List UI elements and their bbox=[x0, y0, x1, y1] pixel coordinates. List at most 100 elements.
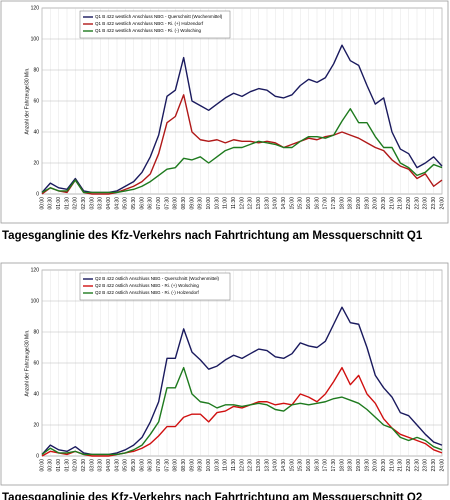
x-tick-label: 07:30 bbox=[164, 197, 170, 210]
legend-label: Q2 B 422 östlich Anschluss NBG - Ri. (+)… bbox=[95, 283, 199, 288]
x-tick-label: 06:00 bbox=[139, 459, 145, 472]
x-tick-label: 13:30 bbox=[264, 459, 270, 472]
x-tick-label: 15:00 bbox=[289, 459, 295, 472]
x-tick-label: 20:30 bbox=[381, 459, 387, 472]
x-tick-label: 10:30 bbox=[214, 459, 220, 472]
x-tick-label: 00:30 bbox=[48, 459, 54, 472]
x-tick-label: 01:00 bbox=[56, 459, 62, 472]
x-tick-label: 13:00 bbox=[256, 197, 262, 210]
legend-label: Q1 B 422 westlich Anschluss NBG - Quersc… bbox=[95, 14, 223, 19]
x-tick-label: 10:00 bbox=[206, 459, 212, 472]
x-tick-label: 10:30 bbox=[214, 197, 220, 210]
legend-label: Q1 B 422 westlich Anschluss NBG - Ri. (+… bbox=[95, 21, 204, 26]
x-tick-label: 18:00 bbox=[339, 459, 345, 472]
x-tick-label: 02:30 bbox=[81, 197, 87, 210]
x-tick-label: 09:00 bbox=[189, 459, 195, 472]
x-tick-label: 16:30 bbox=[314, 197, 320, 210]
y-tick-label: 120 bbox=[31, 5, 40, 11]
x-tick-label: 16:00 bbox=[306, 459, 312, 472]
x-tick-label: 22:00 bbox=[406, 197, 412, 210]
x-tick-label: 08:00 bbox=[173, 197, 179, 210]
y-tick-label: 120 bbox=[31, 267, 40, 273]
x-tick-label: 12:00 bbox=[239, 459, 245, 472]
x-tick-label: 17:00 bbox=[323, 197, 329, 210]
x-tick-label: 07:00 bbox=[156, 459, 162, 472]
x-tick-label: 12:30 bbox=[248, 197, 254, 210]
x-tick-label: 05:30 bbox=[131, 197, 137, 210]
x-tick-label: 04:30 bbox=[114, 459, 120, 472]
x-tick-label: 22:30 bbox=[414, 459, 420, 472]
x-tick-label: 18:30 bbox=[348, 197, 354, 210]
x-tick-label: 04:00 bbox=[106, 197, 112, 210]
y-tick-label: 40 bbox=[33, 391, 39, 397]
x-tick-label: 01:00 bbox=[56, 197, 62, 210]
y-axis-label: Anzahl der Fahrzeuge/30 Min. bbox=[24, 330, 30, 397]
y-tick-label: 60 bbox=[33, 360, 39, 366]
data-line bbox=[41, 366, 443, 456]
x-tick-label: 17:00 bbox=[323, 459, 329, 472]
x-tick-label: 03:30 bbox=[98, 197, 104, 210]
x-tick-label: 00:00 bbox=[39, 459, 45, 472]
x-tick-label: 07:30 bbox=[164, 459, 170, 472]
x-tick-label: 06:00 bbox=[139, 197, 145, 210]
legend-label: Q1 B 422 westlich Anschluss NBG - Ri. (-… bbox=[95, 28, 201, 33]
x-tick-label: 09:30 bbox=[198, 459, 204, 472]
x-tick-label: 18:30 bbox=[348, 459, 354, 472]
x-tick-label: 23:30 bbox=[431, 459, 437, 472]
x-tick-label: 06:30 bbox=[148, 459, 154, 472]
y-tick-label: 100 bbox=[31, 36, 40, 42]
x-tick-label: 05:00 bbox=[123, 197, 129, 210]
y-tick-label: 20 bbox=[33, 422, 39, 428]
x-tick-label: 02:00 bbox=[73, 459, 79, 472]
x-tick-label: 01:30 bbox=[64, 197, 70, 210]
x-tick-label: 03:00 bbox=[89, 459, 95, 472]
x-tick-label: 11:00 bbox=[223, 459, 229, 471]
x-tick-label: 19:00 bbox=[356, 459, 362, 472]
x-tick-label: 01:30 bbox=[64, 459, 70, 472]
x-tick-label: 19:30 bbox=[364, 459, 370, 472]
x-tick-label: 20:30 bbox=[381, 197, 387, 210]
x-tick-label: 04:00 bbox=[106, 459, 112, 472]
x-tick-label: 11:30 bbox=[231, 459, 237, 471]
x-tick-label: 03:00 bbox=[89, 197, 95, 210]
x-tick-label: 14:30 bbox=[281, 459, 287, 472]
x-tick-label: 12:30 bbox=[248, 459, 254, 472]
x-tick-label: 09:00 bbox=[189, 197, 195, 210]
x-tick-label: 08:30 bbox=[181, 197, 187, 210]
x-tick-label: 04:30 bbox=[114, 197, 120, 210]
x-tick-label: 14:00 bbox=[273, 197, 279, 210]
x-tick-label: 05:00 bbox=[123, 459, 129, 472]
x-tick-label: 10:00 bbox=[206, 197, 212, 210]
y-tick-label: 80 bbox=[33, 67, 39, 73]
x-tick-label: 13:00 bbox=[256, 459, 262, 472]
x-tick-label: 21:00 bbox=[389, 459, 395, 472]
x-tick-label: 15:30 bbox=[298, 459, 304, 472]
x-tick-label: 09:30 bbox=[198, 197, 204, 210]
y-tick-label: 20 bbox=[33, 160, 39, 166]
x-tick-label: 00:30 bbox=[48, 197, 54, 210]
x-tick-label: 15:30 bbox=[298, 197, 304, 210]
x-tick-label: 11:00 bbox=[223, 197, 229, 209]
data-line bbox=[41, 108, 443, 194]
x-tick-label: 20:00 bbox=[373, 197, 379, 210]
x-tick-label: 21:00 bbox=[389, 197, 395, 210]
x-tick-label: 23:00 bbox=[423, 197, 429, 210]
x-tick-label: 22:30 bbox=[414, 197, 420, 210]
x-tick-label: 13:30 bbox=[264, 197, 270, 210]
chart: 0 20 40 60 80 100 120 Anzahl der Fahrzeuge/30 M… bbox=[0, 0, 449, 242]
legend-box bbox=[79, 272, 231, 301]
x-tick-label: 05:30 bbox=[131, 459, 137, 472]
x-tick-label: 16:30 bbox=[314, 459, 320, 472]
x-tick-label: 17:30 bbox=[331, 459, 337, 472]
x-tick-label: 08:00 bbox=[173, 459, 179, 472]
chart: 0 20 40 60 80 100 120 Anzahl der Fahrzeuge/30 M… bbox=[0, 262, 449, 500]
y-tick-label: 40 bbox=[33, 129, 39, 135]
y-tick-label: 0 bbox=[36, 191, 39, 197]
y-tick-label: 0 bbox=[36, 453, 39, 459]
x-tick-label: 03:30 bbox=[98, 459, 104, 472]
x-tick-label: 24:00 bbox=[439, 459, 445, 472]
x-tick-label: 11:30 bbox=[231, 197, 237, 209]
x-tick-label: 17:30 bbox=[331, 197, 337, 210]
x-tick-label: 20:00 bbox=[373, 459, 379, 472]
